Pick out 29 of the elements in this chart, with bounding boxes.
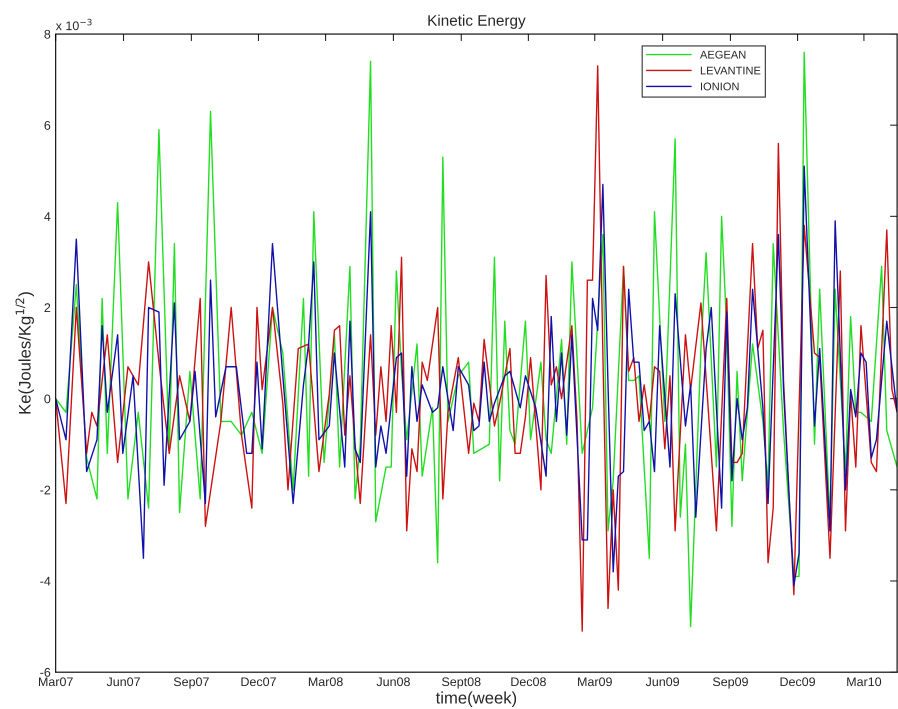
text: x 10$^{−3}$ [56, 18, 92, 30]
y-axis-title: Ke(Joules/Kg$^{1/2}$) [15, 292, 34, 414]
x-tick-label: Mar08 [308, 677, 343, 686]
y-tick-label: 2 [44, 303, 50, 312]
x-tick-label: Mar07 [38, 677, 73, 686]
y-tick-label: 4 [44, 212, 50, 221]
y-tick-label: 0 [44, 394, 50, 404]
x-tick-label: Jun09 [646, 677, 680, 686]
line-series [56, 166, 898, 586]
x-tick-label: Sep09 [712, 677, 748, 689]
x-tick-label: Jun08 [376, 677, 410, 686]
x-axis-title: time(week) [436, 691, 516, 707]
y-tick-label: -2 [40, 486, 50, 494]
x-tick-label: Mar10 [847, 677, 882, 686]
legend-label: AEGEAN [700, 50, 746, 59]
x-tick-label: Dec09 [780, 677, 816, 686]
y-tick-label: -6 [40, 668, 50, 677]
y-tick-label: -4 [40, 576, 50, 586]
y-tick-label: 6 [44, 120, 50, 130]
chart-title: Kinetic Energy [428, 14, 526, 29]
x-tick-label: Dec08 [511, 677, 546, 686]
x-tick-label: Mar09 [578, 677, 612, 686]
x-tick-label: Jun07 [106, 677, 140, 686]
x-tick-label: Sep07 [174, 677, 209, 689]
legend-label: IONION [700, 82, 739, 90]
legend-label: LEVANTINE [700, 66, 760, 74]
x-tick-label: Sept08 [442, 677, 481, 689]
y-tick-label: 8 [44, 30, 50, 39]
x-tick-label: Dec07 [241, 677, 276, 686]
